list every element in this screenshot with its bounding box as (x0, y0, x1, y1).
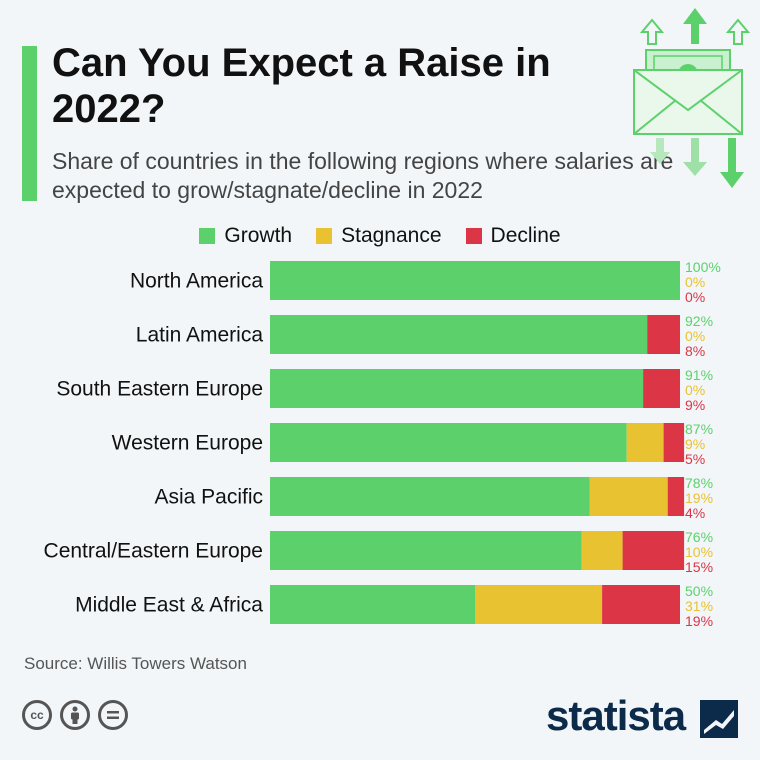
bar-decline-central-eastern-europe (622, 531, 685, 570)
bar-growth-asia-pacific (270, 477, 590, 516)
source-note: Source: Willis Towers Watson (24, 654, 247, 673)
data-label-stagnance-western-europe: 9% (685, 436, 705, 452)
bar-decline-middle-east-africa (602, 585, 680, 624)
legend-item-decline: Decline (465, 224, 561, 248)
bar-stagnance-middle-east-africa (475, 585, 603, 624)
data-label-decline-north-america: 0% (685, 289, 705, 305)
category-label-western-europe: Western Europe (112, 432, 263, 455)
data-label-growth-central-eastern-europe: 76% (685, 529, 713, 545)
statista-logo-text[interactable]: statista (546, 692, 686, 739)
bar-growth-south-eastern-europe (270, 369, 644, 408)
statista-logo-icon[interactable] (700, 700, 738, 738)
data-label-stagnance-north-america: 0% (685, 274, 705, 290)
legend-swatch-decline (465, 228, 482, 244)
nd-icon[interactable] (98, 700, 128, 730)
chart-title: Can You Expect a Raise in 2022? (52, 41, 551, 131)
category-label-central-eastern-europe: Central/Eastern Europe (44, 540, 263, 563)
bar-decline-south-eastern-europe (643, 369, 680, 408)
by-icon[interactable] (60, 700, 90, 730)
data-label-decline-asia-pacific: 4% (685, 505, 705, 521)
bar-decline-western-europe (663, 423, 685, 462)
bar-growth-latin-america (270, 315, 648, 354)
money-envelope-icon (633, 8, 751, 188)
bar-stagnance-western-europe (626, 423, 664, 462)
cc-icon[interactable]: cc (22, 700, 52, 730)
data-label-decline-middle-east-africa: 19% (685, 613, 713, 629)
legend-label-growth: Growth (224, 224, 293, 247)
bar-growth-middle-east-africa (270, 585, 475, 624)
data-label-growth-western-europe: 87% (685, 421, 713, 437)
data-label-decline-western-europe: 5% (685, 451, 705, 467)
chart-legend: Growth Stagnance Decline (0, 224, 760, 248)
data-label-stagnance-asia-pacific: 19% (685, 490, 713, 506)
chart-subtitle: Share of countries in the following regi… (52, 148, 674, 203)
data-label-growth-north-america: 100% (685, 259, 721, 275)
bar-growth-western-europe (270, 423, 627, 462)
data-label-growth-asia-pacific: 78% (685, 475, 713, 491)
data-label-decline-south-eastern-europe: 9% (685, 397, 705, 413)
bar-stagnance-central-eastern-europe (581, 531, 623, 570)
category-label-asia-pacific: Asia Pacific (154, 486, 263, 509)
legend-item-growth: Growth (199, 224, 292, 248)
bar-decline-latin-america (647, 315, 680, 354)
data-label-decline-central-eastern-europe: 15% (685, 559, 713, 575)
legend-item-stagnance: Stagnance (316, 224, 442, 248)
legend-swatch-growth (199, 228, 216, 244)
bar-stagnance-asia-pacific (589, 477, 668, 516)
category-label-middle-east-africa: Middle East & Africa (75, 594, 263, 617)
data-label-stagnance-middle-east-africa: 31% (685, 598, 713, 614)
category-label-latin-america: Latin America (136, 324, 264, 347)
bar-growth-central-eastern-europe (270, 531, 582, 570)
title-accent-bar (22, 46, 37, 201)
data-label-growth-latin-america: 92% (685, 313, 713, 329)
bar-decline-asia-pacific (667, 477, 685, 516)
license-icons: cc (22, 700, 128, 730)
legend-label-stagnance: Stagnance (341, 224, 442, 247)
data-label-stagnance-south-eastern-europe: 0% (685, 382, 705, 398)
data-label-decline-latin-america: 8% (685, 343, 705, 359)
category-label-south-eastern-europe: South Eastern Europe (56, 378, 263, 401)
data-label-growth-middle-east-africa: 50% (685, 583, 713, 599)
category-label-north-america: North America (130, 270, 263, 293)
legend-label-decline: Decline (490, 224, 561, 247)
data-label-stagnance-central-eastern-europe: 10% (685, 544, 713, 560)
legend-swatch-stagnance (316, 228, 333, 244)
bar-growth-north-america (270, 261, 680, 300)
data-label-stagnance-latin-america: 0% (685, 328, 705, 344)
data-label-growth-south-eastern-europe: 91% (685, 367, 713, 383)
